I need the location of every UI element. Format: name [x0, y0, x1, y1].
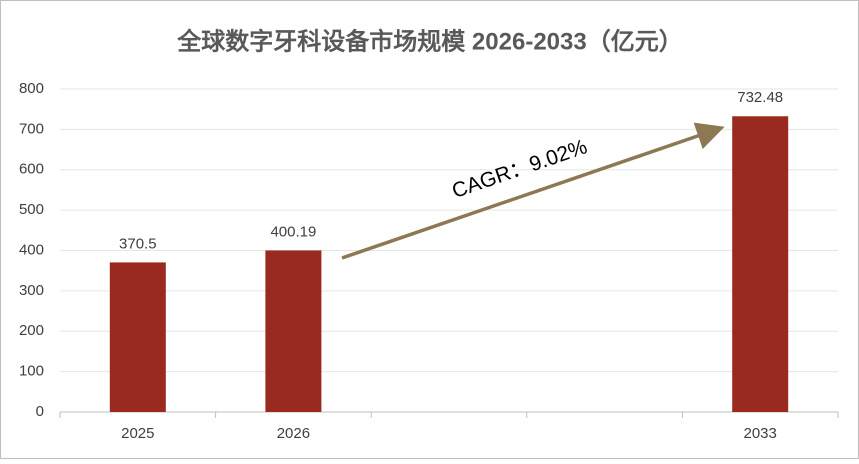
x-tick-label: 2025: [121, 425, 154, 442]
bar: [265, 250, 322, 412]
data-label: 732.48: [737, 89, 783, 106]
x-tick-label: 2026: [277, 425, 310, 442]
cagr-arrow: [341, 122, 725, 260]
bar: [732, 116, 789, 412]
y-tick-label: 700: [19, 120, 44, 137]
y-tick-label: 600: [19, 161, 44, 178]
y-tick-label: 500: [19, 201, 44, 218]
data-label: 370.5: [119, 235, 157, 252]
y-tick-label: 800: [19, 80, 44, 97]
y-tick-label: 300: [19, 282, 44, 299]
y-tick-label: 100: [19, 363, 44, 380]
x-tick-label: 2033: [744, 425, 777, 442]
y-tick-label: 0: [36, 403, 44, 420]
y-tick-label: 200: [19, 322, 44, 339]
data-label: 400.19: [270, 223, 316, 240]
bar: [109, 262, 166, 412]
y-tick-label: 400: [19, 241, 44, 258]
chart-title: 全球数字牙科设备市场规模 2026-2033（亿元）: [176, 27, 682, 55]
